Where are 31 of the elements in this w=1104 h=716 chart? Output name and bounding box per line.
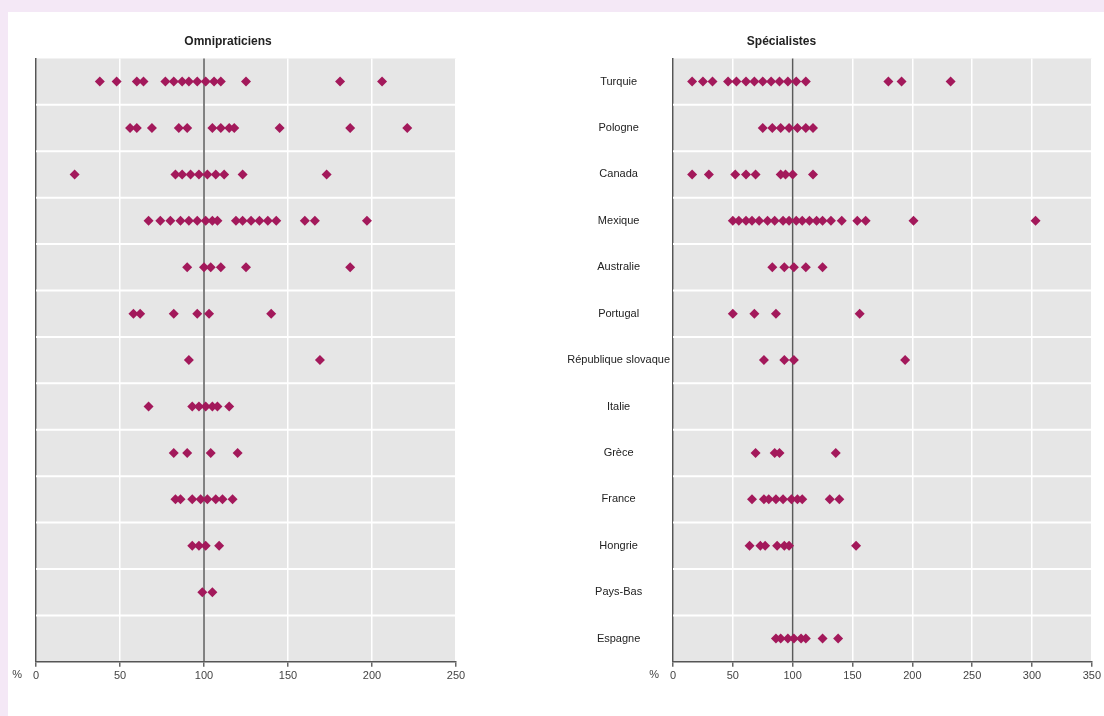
chart-title: Spécialistes [746, 33, 817, 48]
x-axis-title: % [12, 668, 23, 681]
x-axis-title: % [649, 668, 660, 681]
x-tick-label: 50 [726, 669, 739, 682]
y-tick-label: Espagne [596, 631, 641, 644]
y-tick-label: Pologne [598, 121, 639, 134]
x-tick-label: 150 [278, 669, 298, 682]
y-tick-label: Italie [607, 399, 631, 412]
x-tick-label: 200 [362, 669, 382, 682]
x-tick-label: 300 [1022, 669, 1042, 682]
y-tick-label: Mexique [597, 213, 640, 226]
x-tick-label: 0 [32, 669, 40, 682]
x-tick-label: 150 [843, 669, 862, 682]
x-tick-label: 100 [783, 669, 802, 682]
y-tick-label: Canada [599, 167, 639, 180]
x-tick-label: 350 [1082, 669, 1101, 682]
y-tick-label: Australie [597, 260, 641, 273]
x-tick-label: 50 [113, 669, 127, 682]
x-tick-label: 250 [446, 669, 466, 682]
y-tick-label: République slovaque [567, 353, 670, 366]
y-tick-label: Grèce [603, 445, 634, 458]
y-tick-label: Turquie [600, 74, 638, 87]
y-tick-label: France [601, 492, 636, 505]
x-tick-label: 100 [194, 669, 214, 682]
y-tick-label: Portugal [598, 306, 640, 319]
chart-title: Omnipraticiens [184, 33, 272, 48]
x-tick-label: 0 [669, 669, 677, 682]
y-tick-label: Pays-Bas [595, 585, 643, 598]
x-tick-label: 250 [962, 669, 982, 682]
x-tick-label: 200 [903, 669, 922, 682]
y-tick-label: Hongrie [599, 538, 638, 551]
